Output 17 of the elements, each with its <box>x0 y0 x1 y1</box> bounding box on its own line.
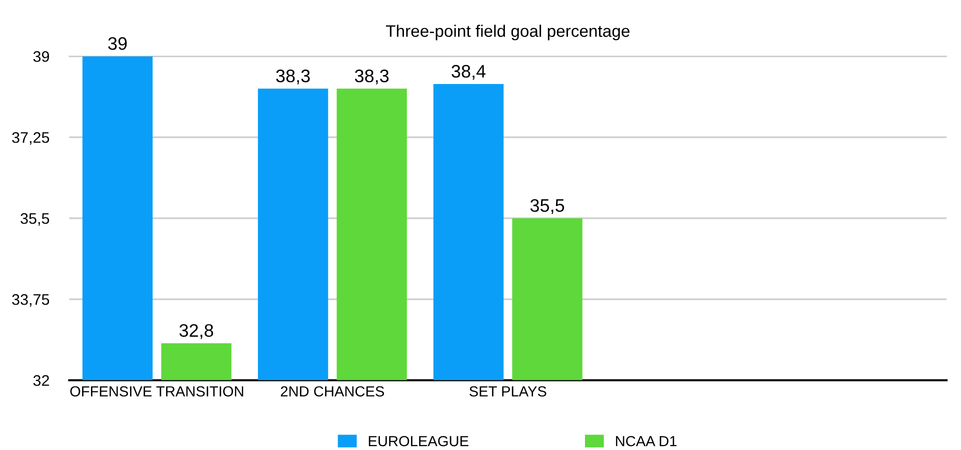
data-label: 38,4 <box>452 64 486 80</box>
legend-label: EUROLEAGUE <box>368 436 468 446</box>
x-tick-label: OFFENSIVE TRANSITION <box>70 386 244 397</box>
x-tick-label: 2ND CHANCES <box>280 386 384 397</box>
x-tick-label: SET PLAYS <box>470 386 546 397</box>
data-label: 38,3 <box>276 70 310 84</box>
data-label: 32,8 <box>179 324 214 340</box>
y-tick-label: 39 <box>33 51 50 62</box>
data-label: 38,3 <box>354 70 389 84</box>
y-tick-label: 32 <box>33 375 49 386</box>
legend-label: NCAA D1 <box>616 436 677 446</box>
y-tick-label: 37,25 <box>12 132 50 145</box>
data-label: 35,5 <box>530 199 564 214</box>
y-tick-label: 35,5 <box>20 213 50 226</box>
y-tick-label: 33,75 <box>12 294 50 307</box>
data-label: 39 <box>108 37 127 50</box>
chart-title: Three-point field goal percentage <box>386 24 630 40</box>
